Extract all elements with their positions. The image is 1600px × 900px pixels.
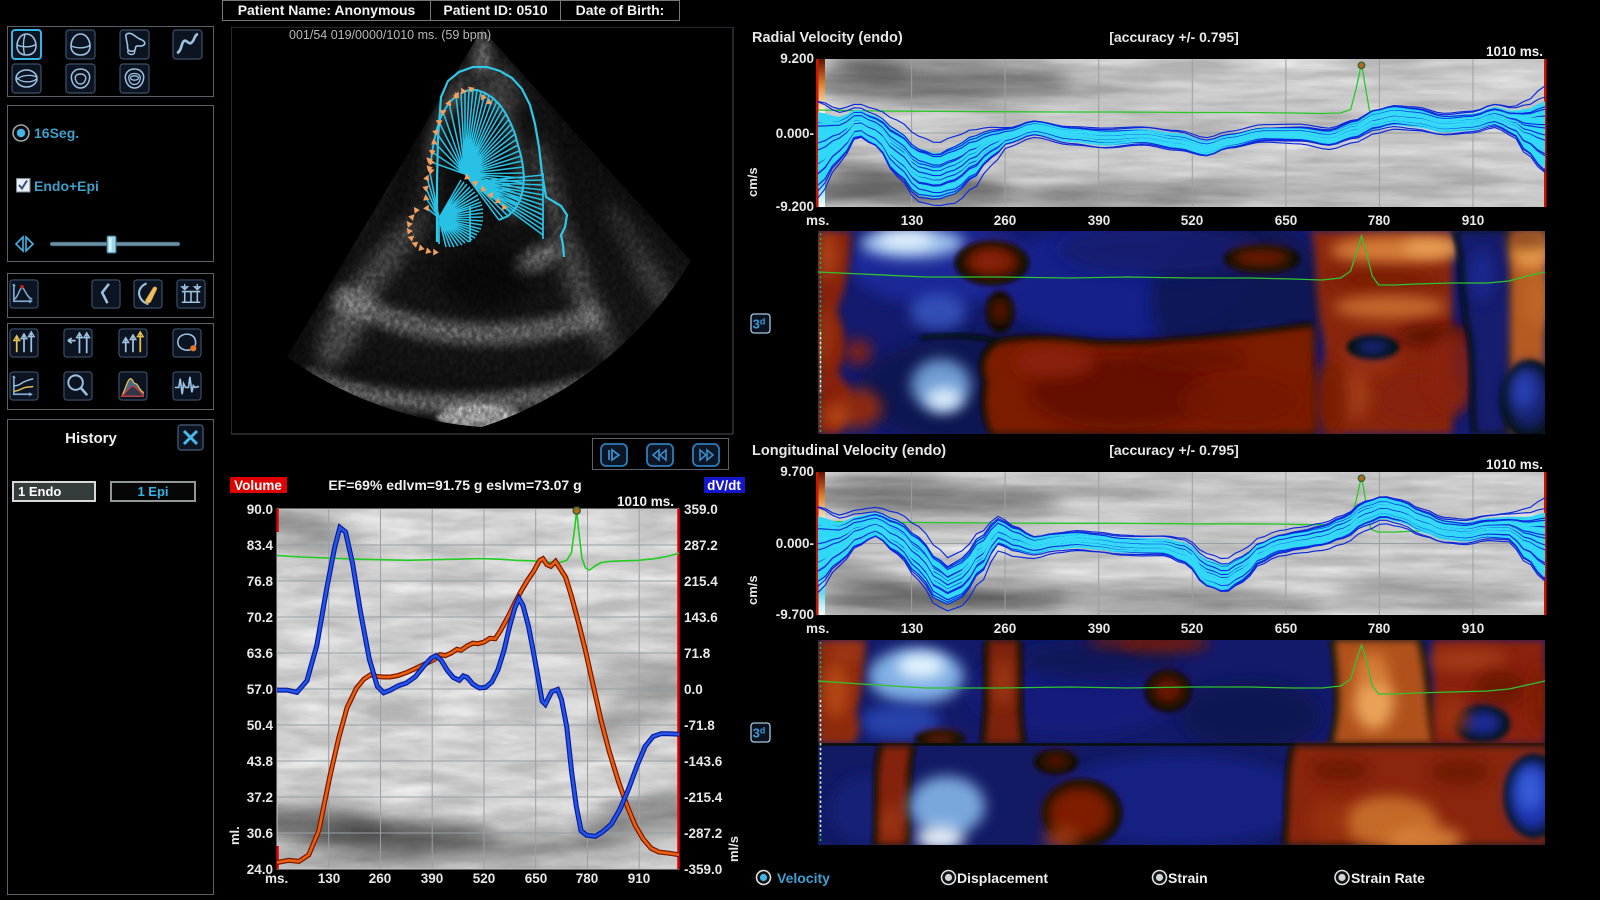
- svg-text:130: 130: [901, 621, 924, 636]
- svg-text:Endo+Epi: Endo+Epi: [34, 178, 99, 194]
- svg-text:1010 ms.: 1010 ms.: [1486, 44, 1543, 59]
- svg-text:90.0: 90.0: [247, 502, 273, 517]
- svg-text:-143.6: -143.6: [684, 754, 723, 769]
- svg-text:16Seg.: 16Seg.: [34, 125, 79, 141]
- svg-text:-71.8: -71.8: [684, 718, 715, 733]
- svg-text:24.0: 24.0: [247, 862, 273, 877]
- svg-text:1010 ms.: 1010 ms.: [1486, 457, 1543, 472]
- svg-text:650: 650: [1275, 621, 1298, 636]
- svg-text:910: 910: [628, 871, 651, 886]
- svg-text:37.2: 37.2: [247, 790, 273, 805]
- svg-text:-359.0: -359.0: [684, 862, 722, 877]
- svg-text:71.8: 71.8: [684, 646, 711, 661]
- svg-text:130: 130: [901, 213, 924, 228]
- svg-text:dV/dt: dV/dt: [707, 478, 741, 493]
- svg-text:260: 260: [994, 621, 1017, 636]
- svg-text:520: 520: [473, 871, 496, 886]
- svg-text:1010 ms.: 1010 ms.: [617, 494, 674, 509]
- svg-text:780: 780: [576, 871, 599, 886]
- svg-text:143.6: 143.6: [684, 610, 718, 625]
- svg-text:EF=69% edlvm=91.75 g eslvm=73: EF=69% edlvm=91.75 g eslvm=73.07 g: [328, 477, 581, 493]
- svg-text:cm/s: cm/s: [745, 575, 760, 605]
- svg-text:ml/s: ml/s: [726, 836, 741, 862]
- svg-text:63.6: 63.6: [247, 646, 274, 661]
- svg-text:-9.700: -9.700: [776, 607, 814, 622]
- svg-text:910: 910: [1462, 213, 1485, 228]
- svg-text:390: 390: [1088, 213, 1111, 228]
- svg-text:-215.4: -215.4: [684, 790, 723, 805]
- svg-text:Longitudinal Velocity (endo): Longitudinal Velocity (endo): [752, 443, 946, 459]
- svg-text:001/54 019/0000/1010 ms. (59: 001/54 019/0000/1010 ms. (59 bpm): [289, 28, 491, 42]
- svg-text:287.2: 287.2: [684, 538, 718, 553]
- svg-text:260: 260: [994, 213, 1017, 228]
- svg-text:ml.: ml.: [227, 826, 242, 845]
- svg-text:83.4: 83.4: [247, 538, 274, 553]
- svg-text:650: 650: [525, 871, 548, 886]
- svg-text:0.000-: 0.000-: [776, 536, 814, 551]
- svg-text:390: 390: [1088, 621, 1111, 636]
- svg-text:215.4: 215.4: [684, 574, 718, 589]
- svg-text:9.700: 9.700: [780, 464, 814, 479]
- svg-text:390: 390: [421, 871, 444, 886]
- svg-text:30.6: 30.6: [247, 826, 274, 841]
- svg-text:Volume: Volume: [234, 478, 282, 493]
- svg-text:910: 910: [1462, 621, 1485, 636]
- svg-text:520: 520: [1181, 621, 1204, 636]
- svg-text:-287.2: -287.2: [684, 826, 722, 841]
- svg-text:50.4: 50.4: [247, 718, 274, 733]
- svg-text:57.0: 57.0: [247, 682, 273, 697]
- svg-text:Velocity: Velocity: [777, 870, 830, 886]
- svg-text:cm/s: cm/s: [745, 167, 760, 197]
- svg-text:359.0: 359.0: [684, 502, 718, 517]
- svg-text:9.200: 9.200: [780, 51, 814, 66]
- svg-text:0.000-: 0.000-: [776, 126, 814, 141]
- svg-text:Displacement: Displacement: [957, 870, 1048, 886]
- svg-text:70.2: 70.2: [247, 610, 273, 625]
- svg-text:0.0: 0.0: [684, 682, 703, 697]
- svg-text:ms.: ms.: [806, 213, 829, 228]
- svg-text:650: 650: [1275, 213, 1298, 228]
- svg-text:[accuracy +/- 0.795]: [accuracy +/- 0.795]: [1109, 29, 1239, 45]
- svg-text:Radial Velocity (endo): Radial Velocity (endo): [752, 30, 903, 46]
- svg-text:ms.: ms.: [806, 621, 829, 636]
- svg-text:Strain: Strain: [1168, 870, 1208, 886]
- svg-text:ms.: ms.: [265, 871, 288, 886]
- svg-text:76.8: 76.8: [247, 574, 274, 589]
- svg-text:-9.200: -9.200: [776, 199, 814, 214]
- svg-text:[accuracy +/- 0.795]: [accuracy +/- 0.795]: [1109, 442, 1239, 458]
- svg-text:Strain Rate: Strain Rate: [1351, 870, 1425, 886]
- svg-text:780: 780: [1368, 213, 1391, 228]
- svg-text:260: 260: [369, 871, 392, 886]
- svg-text:520: 520: [1181, 213, 1204, 228]
- svg-text:130: 130: [318, 871, 341, 886]
- svg-text:780: 780: [1368, 621, 1391, 636]
- svg-text:43.8: 43.8: [247, 754, 274, 769]
